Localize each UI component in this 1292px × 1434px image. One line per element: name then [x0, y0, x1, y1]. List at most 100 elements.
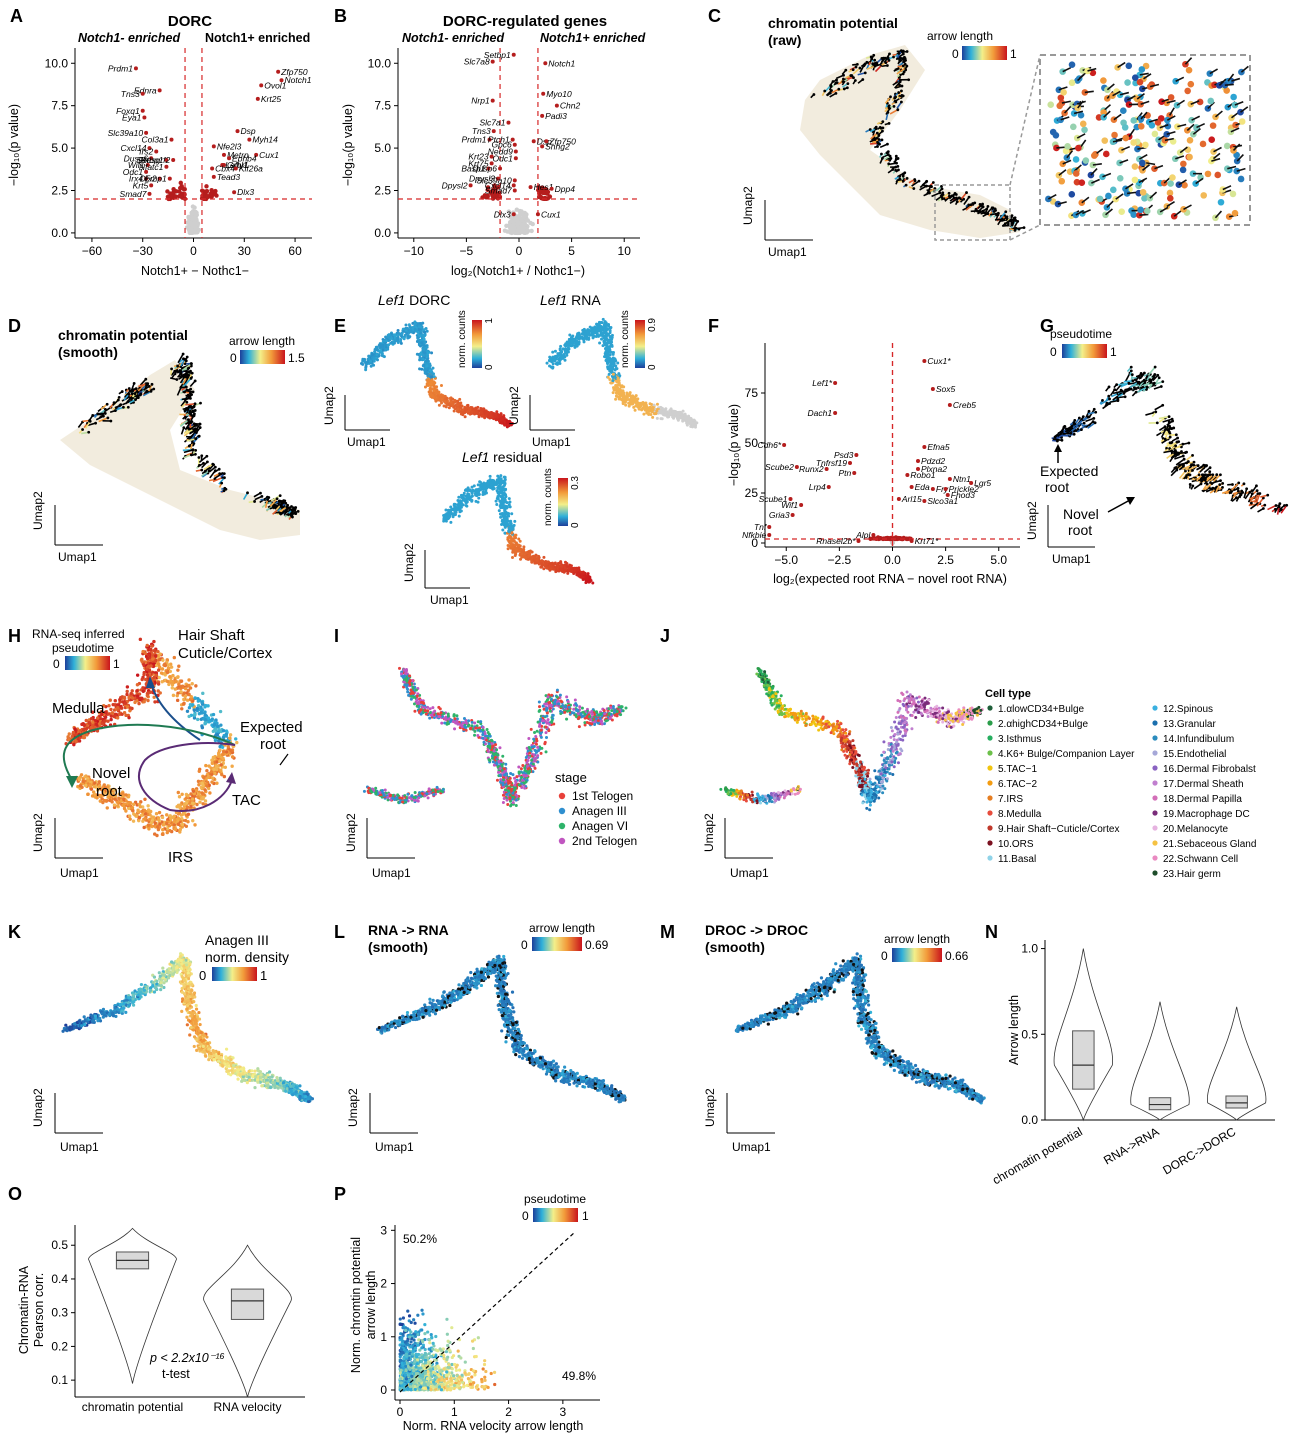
inset-point — [1167, 180, 1174, 187]
umap-point — [479, 406, 483, 410]
inset-point — [1060, 89, 1067, 96]
arrow-head — [189, 421, 193, 425]
umap-point — [640, 408, 644, 412]
arrow-head — [134, 387, 138, 391]
arrow-head — [272, 505, 276, 509]
umap-point — [519, 557, 523, 561]
panel-letter-a: A — [10, 6, 23, 26]
arrow-head — [967, 195, 971, 199]
panel-d-xaxis-label: Umap1 — [58, 550, 97, 564]
gene-point — [140, 108, 145, 113]
arrow-head — [195, 431, 198, 435]
arrow-head — [829, 84, 833, 88]
significant-point — [536, 187, 541, 193]
umap-point — [618, 394, 622, 398]
inset-arrow — [1176, 99, 1186, 106]
arrow-head — [830, 89, 833, 92]
arrow-head — [912, 187, 916, 190]
velocity-arrow — [198, 455, 208, 463]
umap-point — [633, 398, 637, 402]
panel-c-xaxis-label: Umap1 — [768, 245, 807, 259]
gene-label: Krt23 — [468, 152, 489, 162]
arrow-head — [200, 454, 204, 458]
umap-point — [668, 411, 672, 415]
arrow-head — [113, 409, 117, 412]
gene-label: Dlx3 — [494, 209, 511, 219]
arrow-head — [955, 200, 959, 204]
umap-point — [435, 388, 439, 392]
umap-point — [613, 358, 617, 362]
umap-point — [439, 383, 443, 387]
umap-point — [616, 376, 620, 380]
umap-point — [463, 410, 467, 414]
arrow-head — [260, 494, 264, 498]
panel-c-colorbar — [962, 46, 1007, 60]
umap-point — [449, 505, 453, 509]
panel-a: A DORC Notch1- enriched Notch1+ enriched… — [7, 6, 312, 278]
umap-point — [508, 500, 512, 504]
inset-point — [1137, 122, 1145, 130]
umap-point — [505, 506, 509, 510]
velocity-arrow — [985, 207, 993, 215]
umap-point — [568, 333, 572, 337]
umap-point — [369, 364, 373, 368]
arrow-head — [152, 387, 156, 391]
gene-point — [549, 186, 554, 191]
gene-point — [169, 137, 174, 142]
arrow-head — [190, 371, 194, 375]
gene-point — [254, 152, 259, 157]
umap-point — [457, 495, 461, 499]
umap-point — [521, 555, 525, 559]
umap-point — [423, 385, 427, 389]
umap-point — [654, 411, 658, 415]
arrow-head — [872, 53, 876, 57]
ytick-label: 5.0 — [51, 141, 68, 155]
umap-point — [551, 350, 555, 354]
umap-point — [608, 331, 612, 335]
background-point — [523, 213, 528, 218]
umap-point — [575, 344, 579, 348]
inset-point — [1059, 160, 1067, 168]
gene-label: Rasgrf2 — [140, 155, 170, 165]
umap-point — [374, 345, 378, 349]
umap-point — [463, 415, 467, 419]
panel-d-legend-max: 1.5 — [288, 351, 305, 365]
umap-point — [411, 321, 415, 325]
gene-label: Gpc6 — [491, 140, 512, 150]
inset-point — [1064, 143, 1071, 150]
inset-arrow — [1126, 191, 1137, 195]
umap-point — [366, 360, 370, 364]
arrow-head — [199, 401, 202, 405]
gene-label: Dsp — [241, 126, 256, 136]
background-point — [515, 222, 521, 227]
umap-point — [591, 581, 595, 585]
umap-point — [553, 349, 557, 353]
velocity-arrow — [870, 132, 878, 140]
umap-point — [636, 397, 640, 401]
arrow-head — [203, 469, 207, 473]
umap-point — [370, 352, 374, 356]
umap-point — [379, 348, 383, 352]
inset-point — [1072, 211, 1080, 219]
gene-point — [279, 78, 284, 83]
gene-point — [232, 190, 237, 195]
gene-label: Cbx4 — [215, 163, 235, 173]
inset-point — [1179, 166, 1187, 174]
arrow-head — [962, 197, 966, 201]
gene-label: Slc7a1 — [479, 118, 505, 128]
umap-point — [634, 394, 638, 398]
arrow-head — [863, 62, 867, 66]
arrow-head — [277, 499, 281, 503]
inset-point — [1079, 120, 1087, 128]
umap-point — [405, 332, 409, 336]
gene-point — [147, 191, 152, 196]
gene-point — [535, 212, 540, 217]
gene-label: Nedd9 — [488, 146, 513, 156]
arrow-head — [884, 61, 888, 64]
arrow-head — [863, 71, 867, 75]
background-point — [192, 223, 197, 229]
arrow-head — [897, 91, 901, 94]
inset-point — [1169, 174, 1176, 181]
velocity-arrow — [866, 65, 876, 70]
arrow-head — [823, 89, 827, 93]
